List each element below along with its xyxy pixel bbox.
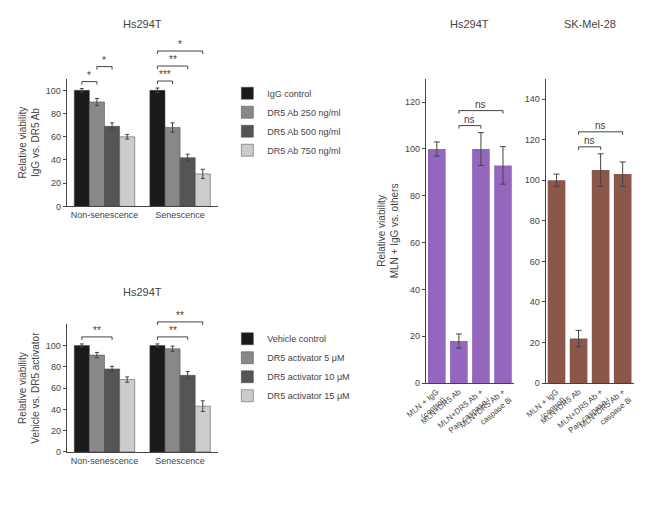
svg-text:20: 20 bbox=[51, 426, 61, 436]
svg-text:Hs294T: Hs294T bbox=[123, 18, 162, 30]
svg-text:Vehicle control: Vehicle control bbox=[267, 334, 326, 344]
svg-text:**: ** bbox=[169, 54, 177, 65]
svg-text:DR5 Ab 250 ng/ml: DR5 Ab 250 ng/ml bbox=[267, 108, 340, 118]
svg-text:**: ** bbox=[176, 310, 184, 321]
svg-text:Hs294T: Hs294T bbox=[123, 286, 162, 298]
svg-text:Senescence: Senescence bbox=[155, 210, 205, 220]
svg-text:100: 100 bbox=[46, 341, 61, 351]
svg-text:0: 0 bbox=[415, 378, 420, 388]
svg-text:80: 80 bbox=[410, 191, 420, 201]
svg-text:Non-senescence: Non-senescence bbox=[71, 456, 139, 466]
svg-text:DR5 Ab 500 ng/ml: DR5 Ab 500 ng/ml bbox=[267, 127, 340, 137]
svg-text:MLN+DR5 Ab: MLN+DR5 Ab bbox=[539, 387, 583, 426]
svg-text:Hs294T: Hs294T bbox=[450, 18, 489, 30]
svg-text:DR5 activator 10 μM: DR5 activator 10 μM bbox=[267, 372, 349, 382]
svg-text:*: * bbox=[178, 39, 182, 50]
svg-text:ns: ns bbox=[595, 120, 606, 131]
svg-text:40: 40 bbox=[410, 285, 420, 295]
svg-text:ns: ns bbox=[464, 114, 475, 125]
svg-text:MLN+DR5 Ab +Pan-caspase i: MLN+DR5 Ab +Pan-caspase i bbox=[436, 387, 492, 438]
svg-text:40: 40 bbox=[51, 405, 61, 415]
svg-text:Non-senescence: Non-senescence bbox=[71, 210, 139, 220]
svg-text:0: 0 bbox=[56, 447, 61, 457]
svg-text:**: ** bbox=[169, 325, 177, 336]
svg-text:0: 0 bbox=[535, 378, 540, 388]
svg-text:DR5 activator 15 μM: DR5 activator 15 μM bbox=[267, 391, 349, 401]
svg-text:20: 20 bbox=[530, 338, 540, 348]
svg-text:SK-Mel-28: SK-Mel-28 bbox=[564, 18, 616, 30]
svg-text:***: *** bbox=[159, 69, 171, 80]
svg-text:MLN+DR5 Ab: MLN+DR5 Ab bbox=[419, 387, 463, 426]
svg-text:Senescence: Senescence bbox=[155, 456, 205, 466]
svg-text:120: 120 bbox=[405, 97, 420, 107]
svg-text:IgG control: IgG control bbox=[267, 89, 311, 99]
svg-text:140: 140 bbox=[525, 94, 540, 104]
svg-text:60: 60 bbox=[530, 257, 540, 267]
svg-text:ns: ns bbox=[475, 99, 486, 110]
svg-text:80: 80 bbox=[51, 362, 61, 372]
svg-text:*: * bbox=[102, 55, 106, 66]
svg-text:80: 80 bbox=[530, 216, 540, 226]
svg-text:DR5 activator 5 μM: DR5 activator 5 μM bbox=[267, 353, 344, 363]
svg-text:MLN+DR5 Ab +caspase 8i: MLN+DR5 Ab +caspase 8i bbox=[458, 387, 514, 438]
svg-text:120: 120 bbox=[525, 135, 540, 145]
svg-text:100: 100 bbox=[405, 144, 420, 154]
svg-text:Relative viabilityIgG vs. DR5: Relative viabilityIgG vs. DR5 Ab bbox=[17, 107, 41, 179]
svg-text:Relative viabilityMLN + IgG vs: Relative viabilityMLN + IgG vs. others bbox=[376, 184, 400, 279]
svg-text:100: 100 bbox=[525, 175, 540, 185]
svg-text:20: 20 bbox=[51, 178, 61, 188]
svg-text:*: * bbox=[87, 70, 91, 81]
svg-text:0: 0 bbox=[56, 202, 61, 212]
svg-text:60: 60 bbox=[51, 383, 61, 393]
svg-text:40: 40 bbox=[530, 297, 540, 307]
svg-text:Relative viabilityVehicle vs.: Relative viabilityVehicle vs. DR5 activa… bbox=[17, 332, 41, 444]
svg-text:MLN + IgG(control): MLN + IgG(control) bbox=[405, 387, 448, 427]
svg-text:MLN+DR5 Ab +caspase 8i: MLN+DR5 Ab +caspase 8i bbox=[578, 387, 634, 438]
svg-text:20: 20 bbox=[410, 331, 420, 341]
svg-text:60: 60 bbox=[410, 238, 420, 248]
svg-text:100: 100 bbox=[46, 86, 61, 96]
svg-text:MLN + IgG(control): MLN + IgG(control) bbox=[525, 387, 568, 427]
svg-text:MLN+DR5 Ab +Pan-caspase i: MLN+DR5 Ab +Pan-caspase i bbox=[556, 387, 612, 438]
svg-text:**: ** bbox=[93, 325, 101, 336]
svg-text:ns: ns bbox=[584, 135, 595, 146]
svg-text:80: 80 bbox=[51, 109, 61, 119]
svg-text:DR5 Ab 750 ng/ml: DR5 Ab 750 ng/ml bbox=[267, 146, 340, 156]
svg-text:40: 40 bbox=[51, 155, 61, 165]
svg-text:60: 60 bbox=[51, 132, 61, 142]
